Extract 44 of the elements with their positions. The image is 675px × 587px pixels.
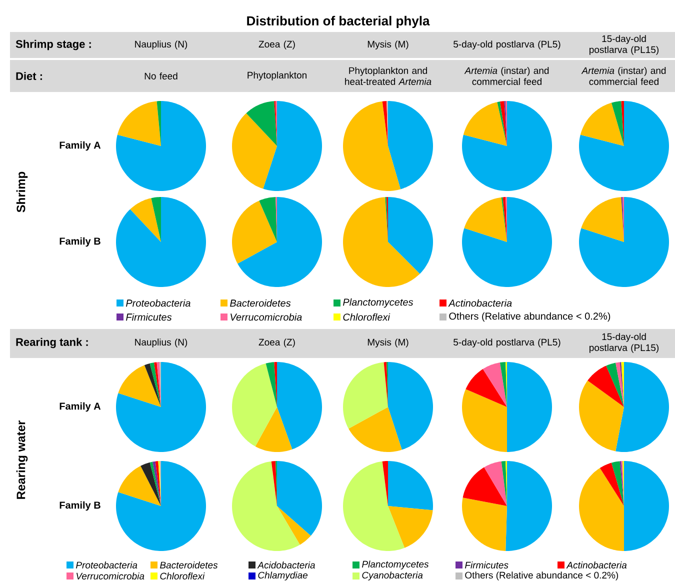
legend-label: Chloroflexi bbox=[160, 572, 205, 580]
text: Family B bbox=[60, 501, 100, 511]
legend-label: Others (Relative abundance < 0.2%) bbox=[449, 312, 610, 322]
legend-label: Proteobacteria bbox=[126, 299, 190, 307]
chart-title: Nauplius (N) bbox=[135, 338, 188, 348]
chart-subtitle: Artemia (instar) and commercial feed bbox=[464, 67, 549, 85]
chart-subtitle: No feed bbox=[144, 72, 178, 80]
legend-label: Actinobacteria bbox=[448, 299, 512, 307]
legend-label: Verrucomicrobia bbox=[230, 313, 302, 321]
legend-label: Planctomycetes bbox=[343, 298, 414, 308]
chart-subtitle: Artemia (instar) and commercial feed bbox=[581, 67, 666, 85]
legend-label: Proteobacteria bbox=[76, 562, 138, 568]
legend-label: Planctomycetes bbox=[362, 560, 429, 570]
text: Family B bbox=[60, 237, 100, 247]
text: Distribution of bacterial phyla bbox=[247, 16, 430, 28]
legend-label: Bacteroidetes bbox=[160, 562, 218, 568]
legend-label: Acidobacteria bbox=[257, 562, 315, 568]
legend-label: Chlamydiae bbox=[258, 572, 308, 580]
chart-title: Mysis (M) bbox=[368, 338, 408, 348]
legend-label: Firmicutes bbox=[126, 313, 172, 321]
text: Rearing tank : bbox=[16, 338, 88, 348]
legend-label: Cyanobacteria bbox=[362, 572, 423, 580]
legend-label: Bacteroidetes bbox=[230, 299, 291, 307]
legend-label: Firmicutes bbox=[465, 562, 508, 568]
text: Rearing water bbox=[16, 420, 28, 499]
text: Family A bbox=[60, 141, 101, 151]
legend-label: Others (Relative abundance < 0.2%) bbox=[465, 572, 618, 580]
chart-title: Zoea (Z) bbox=[258, 338, 295, 348]
chart-title: Mysis (M) bbox=[368, 40, 408, 50]
legend-label: Verrucomicrobia bbox=[76, 572, 144, 580]
chart-title: 15-day-old postlarva (PL15) bbox=[590, 333, 659, 353]
legend-label: Chloroflexi bbox=[343, 313, 390, 321]
chart-subtitle: Phytoplankton bbox=[248, 72, 306, 80]
chart-title: Zoea (Z) bbox=[258, 40, 295, 50]
text: Shrimp bbox=[16, 172, 28, 212]
chart-subtitle: Phytoplankton and heat-treated Artemia bbox=[345, 67, 432, 85]
chart-title: Nauplius (N) bbox=[135, 40, 188, 50]
text: Shrimp stage : bbox=[16, 40, 91, 50]
text: Family A bbox=[60, 402, 101, 412]
text: Diet : bbox=[16, 72, 42, 80]
chart-title: 5-day-old postlarva (PL5) bbox=[454, 338, 560, 348]
chart-title: 5-day-old postlarva (PL5) bbox=[454, 40, 560, 50]
legend-label: Actinobacteria bbox=[566, 562, 627, 568]
chart-title: 15-day-old postlarva (PL15) bbox=[590, 35, 659, 55]
